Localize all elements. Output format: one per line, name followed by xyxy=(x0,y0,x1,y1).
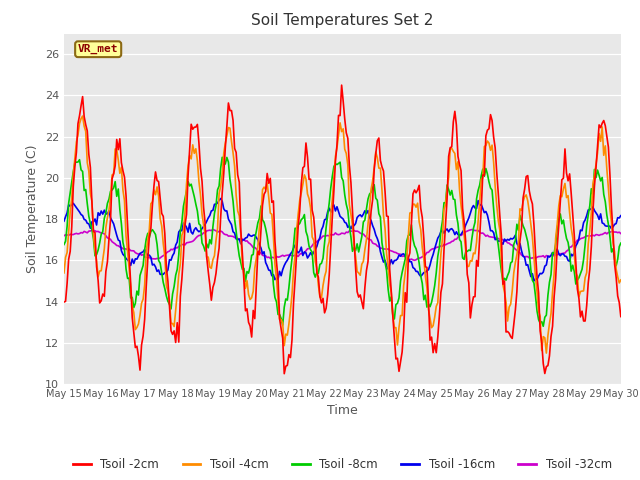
Tsoil -32cm xyxy=(60,233,68,239)
X-axis label: Time: Time xyxy=(327,405,358,418)
Tsoil -8cm xyxy=(540,324,547,329)
Tsoil -16cm xyxy=(129,256,136,262)
Tsoil -2cm xyxy=(305,177,313,182)
Tsoil -16cm xyxy=(589,204,596,210)
Tsoil -32cm xyxy=(129,248,136,253)
Tsoil -8cm xyxy=(218,155,226,160)
Tsoil -4cm xyxy=(130,310,138,315)
Tsoil -2cm xyxy=(226,108,234,113)
Tsoil -16cm xyxy=(530,278,538,284)
Tsoil -32cm xyxy=(255,249,263,255)
Tsoil -4cm xyxy=(305,196,313,202)
Tsoil -32cm xyxy=(209,227,217,232)
Tsoil -32cm xyxy=(228,233,236,239)
Tsoil -4cm xyxy=(79,113,86,119)
Tsoil -4cm xyxy=(60,270,68,276)
Text: VR_met: VR_met xyxy=(78,44,118,54)
Tsoil -4cm xyxy=(228,139,236,144)
Tsoil -32cm xyxy=(411,257,419,263)
Tsoil -16cm xyxy=(228,222,236,228)
Y-axis label: Soil Temperature (C): Soil Temperature (C) xyxy=(26,144,39,273)
Tsoil -8cm xyxy=(255,216,263,221)
Tsoil -8cm xyxy=(589,192,596,198)
Tsoil -2cm xyxy=(338,82,346,88)
Tsoil -2cm xyxy=(244,320,252,325)
Line: Tsoil -16cm: Tsoil -16cm xyxy=(64,199,621,281)
Tsoil -16cm xyxy=(305,253,313,259)
Tsoil -8cm xyxy=(228,187,236,192)
Tsoil -8cm xyxy=(129,295,136,300)
Legend: Tsoil -2cm, Tsoil -4cm, Tsoil -8cm, Tsoil -16cm, Tsoil -32cm: Tsoil -2cm, Tsoil -4cm, Tsoil -8cm, Tsoi… xyxy=(68,453,616,475)
Line: Tsoil -2cm: Tsoil -2cm xyxy=(64,85,621,374)
Line: Tsoil -4cm: Tsoil -4cm xyxy=(64,116,621,353)
Tsoil -2cm xyxy=(280,371,288,377)
Title: Soil Temperatures Set 2: Soil Temperatures Set 2 xyxy=(252,13,433,28)
Tsoil -16cm xyxy=(246,233,254,239)
Tsoil -2cm xyxy=(129,315,136,321)
Line: Tsoil -32cm: Tsoil -32cm xyxy=(64,229,621,260)
Tsoil -4cm xyxy=(543,350,550,356)
Tsoil -2cm xyxy=(617,314,625,320)
Tsoil -16cm xyxy=(255,241,263,247)
Tsoil -8cm xyxy=(60,241,68,247)
Tsoil -2cm xyxy=(589,209,596,215)
Tsoil -32cm xyxy=(305,246,313,252)
Tsoil -4cm xyxy=(255,224,263,229)
Tsoil -8cm xyxy=(246,264,254,269)
Tsoil -32cm xyxy=(246,241,254,247)
Line: Tsoil -8cm: Tsoil -8cm xyxy=(64,157,621,326)
Tsoil -32cm xyxy=(589,232,596,238)
Tsoil -2cm xyxy=(60,299,68,305)
Tsoil -32cm xyxy=(617,230,625,236)
Tsoil -4cm xyxy=(246,297,254,302)
Tsoil -16cm xyxy=(60,218,68,224)
Tsoil -2cm xyxy=(254,249,262,254)
Tsoil -4cm xyxy=(589,181,596,187)
Tsoil -16cm xyxy=(617,213,625,218)
Tsoil -4cm xyxy=(617,277,625,283)
Tsoil -8cm xyxy=(617,240,625,246)
Tsoil -16cm xyxy=(217,196,225,202)
Tsoil -8cm xyxy=(305,243,313,249)
